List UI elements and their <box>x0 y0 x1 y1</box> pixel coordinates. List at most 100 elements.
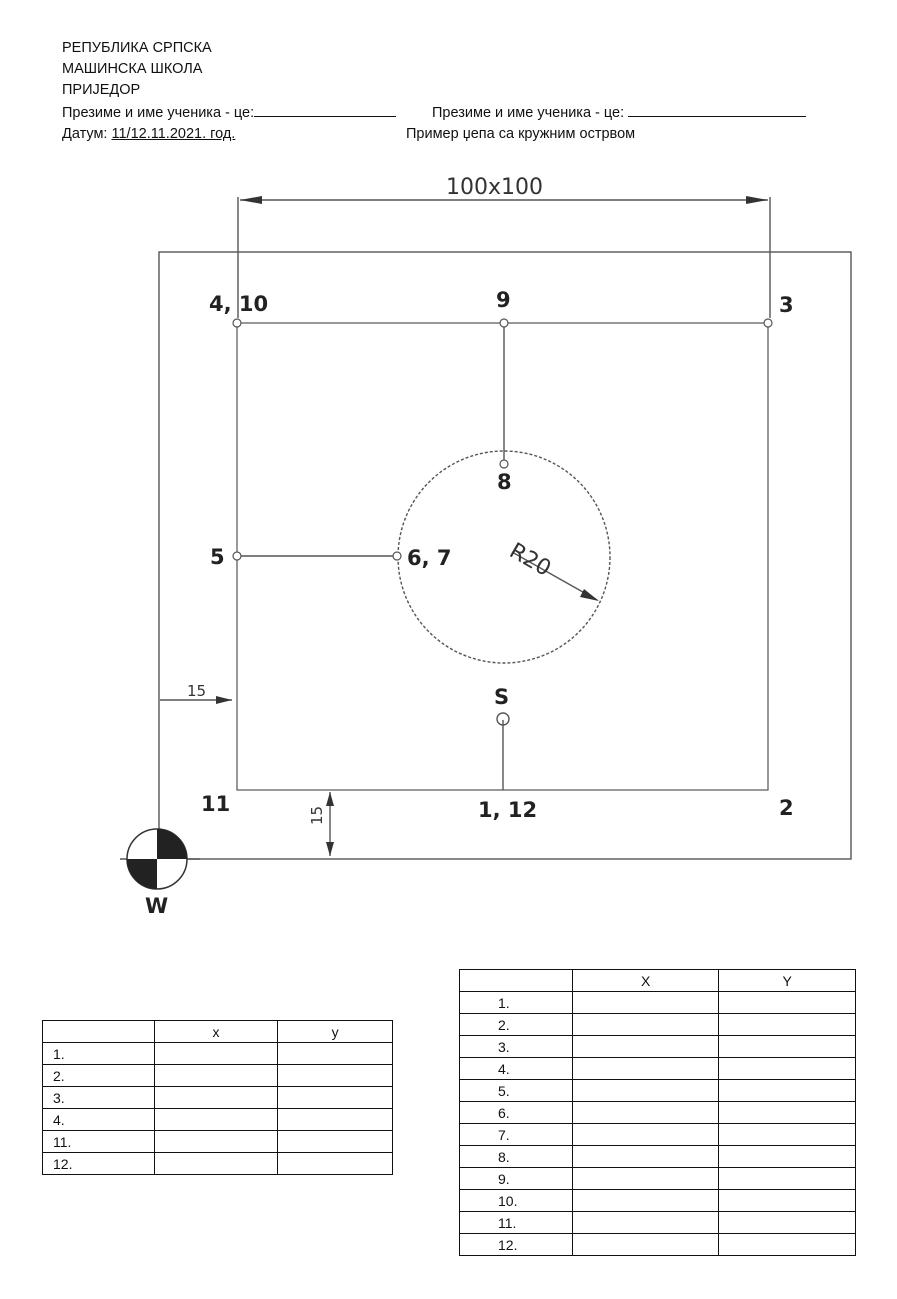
x-cell[interactable] <box>571 1167 720 1190</box>
table-row: 5. <box>459 1079 856 1102</box>
point-marker-5 <box>232 551 242 561</box>
table-row: 1. <box>459 991 856 1014</box>
row-label: 11. <box>459 1211 573 1234</box>
point-marker-4 <box>232 318 242 328</box>
y-cell[interactable] <box>277 1108 393 1131</box>
x-cell[interactable] <box>571 1101 720 1124</box>
row-label: 8. <box>459 1145 573 1168</box>
point-marker-8 <box>499 459 509 469</box>
table-header-row: X Y <box>459 969 856 992</box>
x-cell[interactable] <box>571 1013 720 1036</box>
y-cell[interactable] <box>277 1152 393 1175</box>
x-cell[interactable] <box>153 1108 279 1131</box>
x-cell[interactable] <box>571 1079 720 1102</box>
table-header-x: x <box>153 1020 279 1043</box>
x-cell[interactable] <box>153 1086 279 1109</box>
student-name-line-2: Презиме и име ученика - це: <box>432 103 807 124</box>
row-label: 7. <box>459 1123 573 1146</box>
y-cell[interactable] <box>277 1130 393 1153</box>
y-cell[interactable] <box>277 1042 393 1065</box>
y-cell[interactable] <box>718 1123 856 1146</box>
y-cell[interactable] <box>718 1101 856 1124</box>
x-cell[interactable] <box>153 1130 279 1153</box>
row-label: 4. <box>42 1108 155 1131</box>
y-cell[interactable] <box>718 1013 856 1036</box>
x-cell[interactable] <box>571 1035 720 1058</box>
exercise-title: Пример џепа са кружним острвом <box>406 126 636 142</box>
date-value: 11/12.11.2021. год. <box>111 126 236 142</box>
table-row: 7. <box>459 1123 856 1146</box>
row-label: 5. <box>459 1079 573 1102</box>
row-label: 11. <box>42 1130 155 1153</box>
label-point-2: 2 <box>779 796 794 820</box>
table-row: 9. <box>459 1167 856 1190</box>
x-cell[interactable] <box>571 1189 720 1212</box>
label-point-9: 9 <box>496 288 511 312</box>
y-cell[interactable] <box>718 1167 856 1190</box>
pocket-drawing: 100x100 4, 10 9 3 8 5 6, 7 R20 S 15 15 1… <box>120 175 852 918</box>
x-cell[interactable] <box>153 1042 279 1065</box>
table-header-row: x y <box>42 1020 393 1043</box>
row-label: 1. <box>42 1042 155 1065</box>
table-row: 1. <box>42 1042 393 1065</box>
label-point-1-12: 1, 12 <box>478 798 537 822</box>
dim-arrow-15-bottom <box>326 842 334 856</box>
y-cell[interactable] <box>718 1233 856 1256</box>
machine-zero-icon <box>126 828 188 890</box>
row-label: 12. <box>459 1233 573 1256</box>
label-point-3: 3 <box>779 293 794 317</box>
label-point-5: 5 <box>210 545 225 569</box>
y-cell[interactable] <box>718 1211 856 1234</box>
student-name-blank-2[interactable] <box>628 103 807 117</box>
label-dim-15-left: 15 <box>187 682 206 700</box>
student-name-blank-1[interactable] <box>254 103 397 117</box>
label-start-S: S <box>494 685 509 709</box>
table-row: 11. <box>42 1130 393 1153</box>
dim-label-100x100: 100x100 <box>446 175 543 200</box>
row-label: 3. <box>459 1035 573 1058</box>
y-cell[interactable] <box>718 1145 856 1168</box>
school-republic: РЕПУБЛИКА СРПСКА <box>62 40 212 56</box>
table-header-cell <box>42 1020 155 1043</box>
row-label: 6. <box>459 1101 573 1124</box>
y-cell[interactable] <box>718 991 856 1014</box>
y-cell[interactable] <box>718 1189 856 1212</box>
x-cell[interactable] <box>571 991 720 1014</box>
y-cell[interactable] <box>718 1079 856 1102</box>
dim-arrow-15-top <box>326 792 334 806</box>
table-header-y: Y <box>718 969 856 992</box>
date-label: Датум: <box>62 126 108 142</box>
coordinates-table-small: x y 1. 2. 3. 4. 11. 12. <box>42 1020 393 1175</box>
table-row: 11. <box>459 1211 856 1234</box>
x-cell[interactable] <box>153 1064 279 1087</box>
y-cell[interactable] <box>277 1064 393 1087</box>
row-label: 3. <box>42 1086 155 1109</box>
label-machine-zero-W: W <box>145 894 168 918</box>
row-label: 9. <box>459 1167 573 1190</box>
x-cell[interactable] <box>571 1123 720 1146</box>
school-city: ПРИЈЕДОР <box>62 82 141 98</box>
table-row: 4. <box>459 1057 856 1080</box>
table-row: 4. <box>42 1108 393 1131</box>
x-cell[interactable] <box>571 1233 720 1256</box>
student-label-1: Презиме и име ученика - це: <box>62 105 255 121</box>
x-cell[interactable] <box>571 1211 720 1234</box>
point-marker-9 <box>499 318 509 328</box>
row-label: 12. <box>42 1152 155 1175</box>
x-cell[interactable] <box>153 1152 279 1175</box>
label-point-11: 11 <box>201 792 230 816</box>
row-label: 2. <box>459 1013 573 1036</box>
label-point-8: 8 <box>497 470 512 494</box>
y-cell[interactable] <box>718 1035 856 1058</box>
table-row: 10. <box>459 1189 856 1212</box>
point-marker-6 <box>392 551 402 561</box>
x-cell[interactable] <box>571 1057 720 1080</box>
y-cell[interactable] <box>718 1057 856 1080</box>
dim-arrow-15-left <box>216 696 232 704</box>
dim-arrow-left <box>240 196 262 204</box>
x-cell[interactable] <box>571 1145 720 1168</box>
y-cell[interactable] <box>277 1086 393 1109</box>
label-point-4-10: 4, 10 <box>209 292 268 316</box>
student-label-2: Презиме и име ученика - це: <box>432 105 625 121</box>
dim-arrow-right <box>746 196 768 204</box>
